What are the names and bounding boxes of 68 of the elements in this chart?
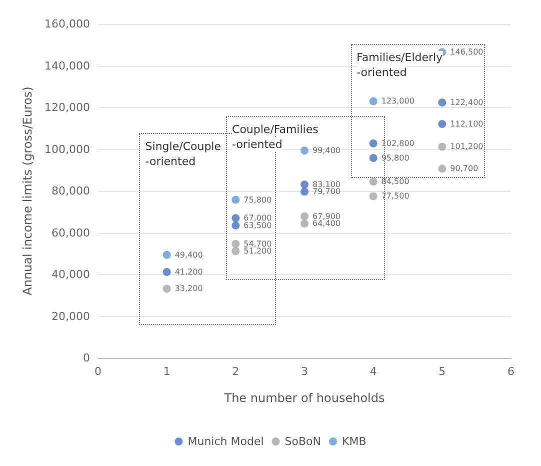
point — [232, 240, 240, 248]
data-label: 64,400 — [312, 219, 340, 228]
x-tick-label: 1 — [163, 365, 170, 378]
data-label: 49,400 — [174, 250, 203, 260]
y-tick-label: 100,000 — [44, 142, 90, 156]
y-tick-label: 40,000 — [52, 268, 90, 281]
data-label: 67,000 — [244, 214, 272, 223]
data-label: 51,200 — [244, 246, 272, 256]
point — [369, 178, 378, 186]
y-tick-label: 140,000 — [44, 59, 90, 72]
data-label: 122,400 — [450, 98, 484, 107]
point — [369, 154, 378, 162]
x-tick-label: 2 — [232, 365, 240, 378]
point — [300, 180, 308, 189]
data-label: 67,900 — [312, 212, 340, 221]
x-tick-label: 4 — [370, 365, 377, 378]
data-label: 77,500 — [381, 192, 410, 201]
point — [162, 284, 171, 293]
data-label: 33,200 — [174, 284, 203, 294]
point — [438, 142, 446, 151]
y-tick-label: 160,000 — [44, 18, 90, 30]
legend-label: SoBoN — [284, 435, 321, 448]
annotation: Families/Elderly -oriented — [356, 50, 443, 79]
point — [438, 120, 446, 128]
data-label: 102,800 — [381, 138, 414, 148]
point — [162, 250, 171, 259]
point — [300, 212, 308, 220]
annotation: Single/Couple -oriented — [145, 140, 222, 168]
x-tick-label: 5 — [438, 365, 446, 378]
data-label: 84,500 — [381, 177, 410, 186]
data-label: 83,100 — [312, 180, 340, 190]
data-label: 90,700 — [450, 164, 478, 174]
point — [369, 97, 378, 106]
x-tick-label: 3 — [301, 365, 308, 378]
data-label: 63,500 — [244, 220, 272, 230]
y-tick-label: 20,000 — [52, 310, 90, 323]
x-tick-label: 6 — [508, 365, 514, 378]
y-tick-label: 120,000 — [44, 101, 90, 114]
data-label: 75,800 — [244, 195, 272, 204]
data-label: 79,700 — [312, 187, 340, 196]
x-tick-label: 0 — [94, 365, 102, 378]
y-tick-label: 60,000 — [52, 226, 90, 240]
point — [369, 139, 378, 148]
data-label: 146,500 — [450, 48, 484, 57]
y-tick-label: 0 — [83, 352, 90, 364]
point — [438, 98, 446, 106]
data-label: 41,200 — [174, 267, 203, 276]
point — [232, 247, 240, 256]
point — [232, 214, 240, 222]
data-label: 54,700 — [244, 239, 272, 248]
legend-label: KMB — [342, 435, 366, 448]
data-label: 99,400 — [312, 146, 340, 156]
data-label: 95,800 — [381, 154, 410, 163]
point — [232, 196, 240, 204]
point — [300, 220, 308, 228]
data-label: 101,200 — [450, 142, 484, 152]
point — [369, 192, 378, 200]
x-axis-title: The number of households — [223, 391, 385, 405]
data-label: 112,100 — [450, 119, 484, 128]
point — [438, 164, 446, 173]
y-axis-title: Annual income limits (gross/Euros) — [20, 86, 35, 296]
point — [162, 268, 171, 276]
point — [232, 221, 240, 230]
point — [300, 188, 308, 196]
point — [300, 146, 308, 154]
data-label: 123,000 — [381, 96, 414, 106]
y-tick-label: 80,000 — [52, 184, 90, 198]
legend-label: Munich Model — [188, 435, 264, 448]
